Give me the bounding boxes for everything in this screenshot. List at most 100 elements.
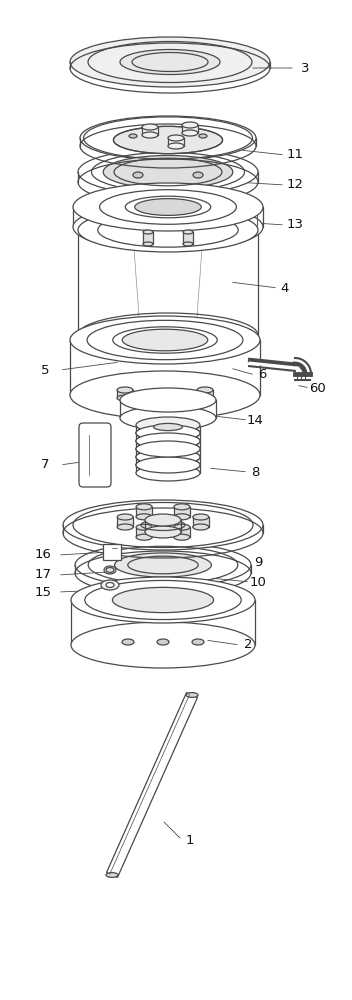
Text: 11: 11 (287, 148, 303, 161)
Text: 12: 12 (287, 178, 303, 192)
Ellipse shape (174, 524, 190, 530)
Ellipse shape (122, 329, 208, 351)
Polygon shape (136, 433, 200, 441)
Ellipse shape (63, 500, 263, 550)
Ellipse shape (192, 639, 204, 645)
Ellipse shape (143, 230, 153, 234)
Ellipse shape (136, 425, 200, 441)
Ellipse shape (183, 242, 193, 246)
Ellipse shape (193, 514, 209, 520)
Polygon shape (182, 125, 198, 133)
Text: 4: 4 (281, 282, 289, 294)
Polygon shape (107, 693, 197, 877)
Ellipse shape (174, 514, 190, 520)
Ellipse shape (145, 526, 181, 538)
Polygon shape (197, 390, 213, 398)
Ellipse shape (117, 387, 133, 393)
Ellipse shape (80, 116, 256, 160)
Ellipse shape (161, 395, 169, 399)
Text: 60: 60 (310, 381, 326, 394)
Polygon shape (136, 449, 200, 457)
Ellipse shape (104, 566, 116, 574)
Text: 9: 9 (254, 556, 262, 568)
Polygon shape (136, 425, 200, 433)
Polygon shape (168, 138, 184, 146)
Ellipse shape (106, 582, 114, 587)
Ellipse shape (145, 514, 181, 526)
Ellipse shape (136, 534, 152, 540)
Ellipse shape (183, 230, 193, 234)
Polygon shape (174, 527, 190, 537)
Polygon shape (145, 520, 181, 532)
Ellipse shape (117, 524, 133, 530)
Ellipse shape (117, 395, 133, 401)
Polygon shape (71, 600, 255, 645)
Ellipse shape (129, 134, 137, 138)
Ellipse shape (168, 135, 184, 141)
Text: 17: 17 (34, 568, 51, 582)
Text: 1: 1 (186, 834, 194, 846)
Ellipse shape (136, 457, 200, 473)
Text: 5: 5 (41, 363, 49, 376)
Polygon shape (136, 465, 200, 473)
Polygon shape (78, 230, 258, 335)
Ellipse shape (120, 49, 220, 75)
Ellipse shape (136, 449, 200, 465)
Ellipse shape (199, 134, 207, 138)
Ellipse shape (101, 580, 119, 590)
Ellipse shape (73, 203, 263, 251)
Polygon shape (174, 507, 190, 517)
Ellipse shape (112, 587, 214, 613)
Polygon shape (117, 517, 133, 527)
Ellipse shape (122, 639, 134, 645)
Ellipse shape (157, 639, 169, 645)
Polygon shape (193, 517, 209, 527)
Text: 14: 14 (246, 414, 263, 426)
Ellipse shape (143, 242, 153, 246)
Polygon shape (136, 527, 152, 537)
Ellipse shape (149, 397, 187, 407)
Polygon shape (136, 441, 200, 449)
Ellipse shape (182, 122, 198, 128)
Ellipse shape (73, 183, 263, 231)
Polygon shape (70, 340, 260, 395)
Ellipse shape (136, 457, 200, 473)
Ellipse shape (120, 406, 216, 430)
Ellipse shape (70, 37, 270, 87)
Ellipse shape (136, 425, 200, 441)
Ellipse shape (186, 693, 198, 697)
Ellipse shape (133, 172, 143, 178)
Ellipse shape (75, 543, 251, 587)
Ellipse shape (136, 514, 152, 520)
Ellipse shape (136, 504, 152, 510)
Ellipse shape (106, 873, 118, 877)
Ellipse shape (120, 388, 216, 412)
FancyBboxPatch shape (79, 423, 111, 487)
Text: 10: 10 (250, 576, 266, 588)
Ellipse shape (136, 433, 200, 449)
Ellipse shape (70, 371, 260, 419)
Text: 15: 15 (34, 585, 51, 598)
Ellipse shape (153, 423, 182, 431)
Ellipse shape (135, 199, 201, 215)
Text: 8: 8 (251, 466, 259, 479)
Ellipse shape (71, 577, 255, 623)
Text: 7: 7 (41, 458, 49, 472)
Ellipse shape (193, 172, 203, 178)
Ellipse shape (174, 534, 190, 540)
Polygon shape (183, 232, 193, 244)
Ellipse shape (191, 395, 199, 399)
Ellipse shape (182, 130, 198, 136)
Text: 6: 6 (258, 368, 266, 381)
Ellipse shape (131, 395, 139, 399)
Polygon shape (136, 507, 152, 517)
Ellipse shape (117, 514, 133, 520)
Text: 13: 13 (287, 219, 303, 232)
Text: 3: 3 (301, 62, 309, 75)
Ellipse shape (136, 441, 200, 457)
Ellipse shape (174, 504, 190, 510)
Ellipse shape (113, 126, 222, 154)
Polygon shape (120, 400, 216, 418)
Polygon shape (142, 127, 158, 135)
Ellipse shape (136, 433, 200, 449)
